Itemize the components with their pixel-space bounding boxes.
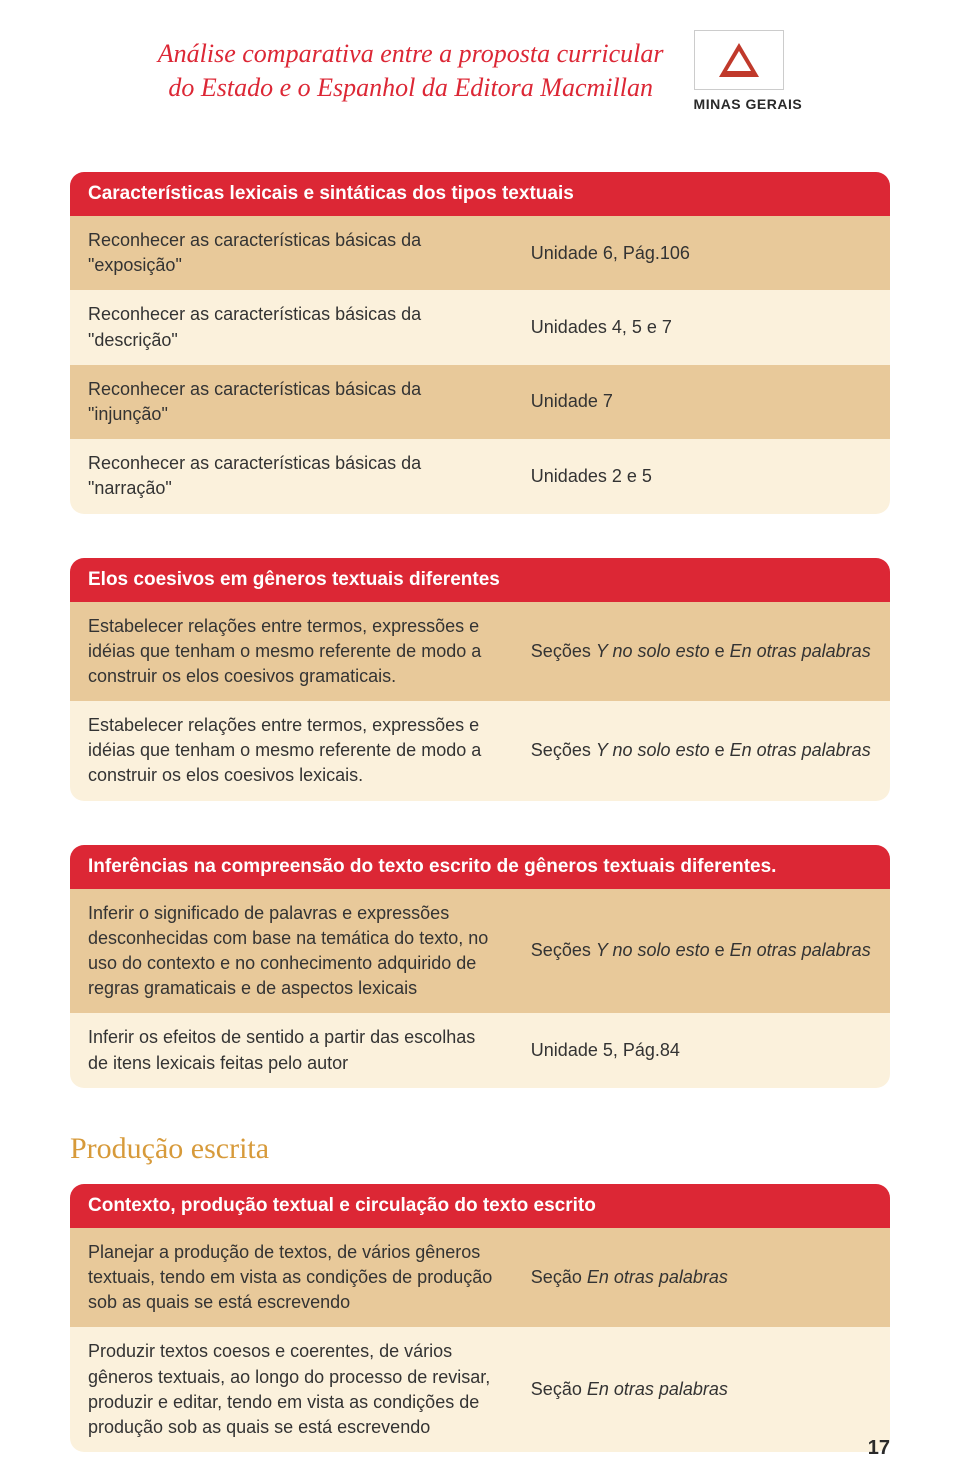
t: Seções: [531, 740, 596, 760]
table-row: Reconhecer as características básicas da…: [70, 216, 890, 290]
t-em: En otras palabras: [730, 641, 871, 661]
t-em: En otras palabras: [587, 1379, 728, 1399]
table-elos: Elos coesivos em gêneros textuais difere…: [70, 558, 890, 801]
cell-right: Unidades 4, 5 e 7: [513, 290, 890, 364]
cell-right: Unidade 5, Pág.84: [513, 1013, 890, 1087]
table-row: Estabelecer relações entre termos, expre…: [70, 701, 890, 801]
table-header: Inferências na compreensão do texto escr…: [70, 845, 890, 889]
t: Seção: [531, 1379, 587, 1399]
t-em: En otras palabras: [730, 940, 871, 960]
t-em: Y no solo esto: [596, 740, 710, 760]
table-header: Contexto, produção textual e circulação …: [70, 1184, 890, 1228]
t: Seções: [531, 641, 596, 661]
cell-left: Estabelecer relações entre termos, expre…: [70, 602, 513, 702]
t: e: [710, 641, 730, 661]
cell-left: Inferir o significado de palavras e expr…: [70, 889, 513, 1014]
table-caracteristicas: Características lexicais e sintáticas do…: [70, 172, 890, 514]
cell-right: Seção En otras palabras: [513, 1228, 890, 1328]
table-row: Produzir textos coesos e coerentes, de v…: [70, 1327, 890, 1452]
cell-left: Estabelecer relações entre termos, expre…: [70, 701, 513, 801]
cell-right: Seções Y no solo esto e En otras palabra…: [513, 889, 890, 1014]
t-em: En otras palabras: [587, 1267, 728, 1287]
t: Seções: [531, 940, 596, 960]
header-title-line2: do Estado e o Espanhol da Editora Macmil…: [168, 73, 653, 102]
table-row: Inferir o significado de palavras e expr…: [70, 889, 890, 1014]
cell-right: Unidade 6, Pág.106: [513, 216, 890, 290]
table-row: Planejar a produção de textos, de vários…: [70, 1228, 890, 1328]
t-em: Y no solo esto: [596, 940, 710, 960]
cell-right: Seções Y no solo esto e En otras palabra…: [513, 701, 890, 801]
page-number: 17: [868, 1437, 890, 1460]
cell-right: Unidades 2 e 5: [513, 439, 890, 513]
page-header: Análise comparativa entre a proposta cur…: [70, 30, 890, 112]
table-row: Reconhecer as características básicas da…: [70, 290, 890, 364]
table-header: Características lexicais e sintáticas do…: [70, 172, 890, 216]
t: Seção: [531, 1267, 587, 1287]
header-right: MINAS GERAIS: [694, 30, 803, 112]
header-title-line1: Análise comparativa entre a proposta cur…: [158, 39, 664, 68]
table-row: Estabelecer relações entre termos, expre…: [70, 602, 890, 702]
table-row: Inferir os efeitos de sentido a partir d…: [70, 1013, 890, 1087]
t-em: Y no solo esto: [596, 641, 710, 661]
cell-right: Seções Y no solo esto e En otras palabra…: [513, 602, 890, 702]
table-row: Reconhecer as características básicas da…: [70, 365, 890, 439]
cell-left: Reconhecer as características básicas da…: [70, 365, 513, 439]
cell-right: Unidade 7: [513, 365, 890, 439]
cell-left: Reconhecer as características básicas da…: [70, 439, 513, 513]
state-logo: [694, 30, 784, 90]
table-row: Reconhecer as características básicas da…: [70, 439, 890, 513]
cell-left: Reconhecer as características básicas da…: [70, 290, 513, 364]
t: e: [710, 940, 730, 960]
triangle-icon: [719, 43, 759, 77]
table-contexto: Contexto, produção textual e circulação …: [70, 1184, 890, 1452]
header-title: Análise comparativa entre a proposta cur…: [158, 37, 664, 105]
section-title: Produção escrita: [70, 1132, 890, 1166]
t: e: [710, 740, 730, 760]
cell-right: Seção En otras palabras: [513, 1327, 890, 1452]
table-header: Elos coesivos em gêneros textuais difere…: [70, 558, 890, 602]
cell-left: Produzir textos coesos e coerentes, de v…: [70, 1327, 513, 1452]
cell-left: Reconhecer as características básicas da…: [70, 216, 513, 290]
cell-left: Inferir os efeitos de sentido a partir d…: [70, 1013, 513, 1087]
state-label: MINAS GERAIS: [694, 96, 803, 112]
table-inferencias: Inferências na compreensão do texto escr…: [70, 845, 890, 1088]
t-em: En otras palabras: [730, 740, 871, 760]
cell-left: Planejar a produção de textos, de vários…: [70, 1228, 513, 1328]
